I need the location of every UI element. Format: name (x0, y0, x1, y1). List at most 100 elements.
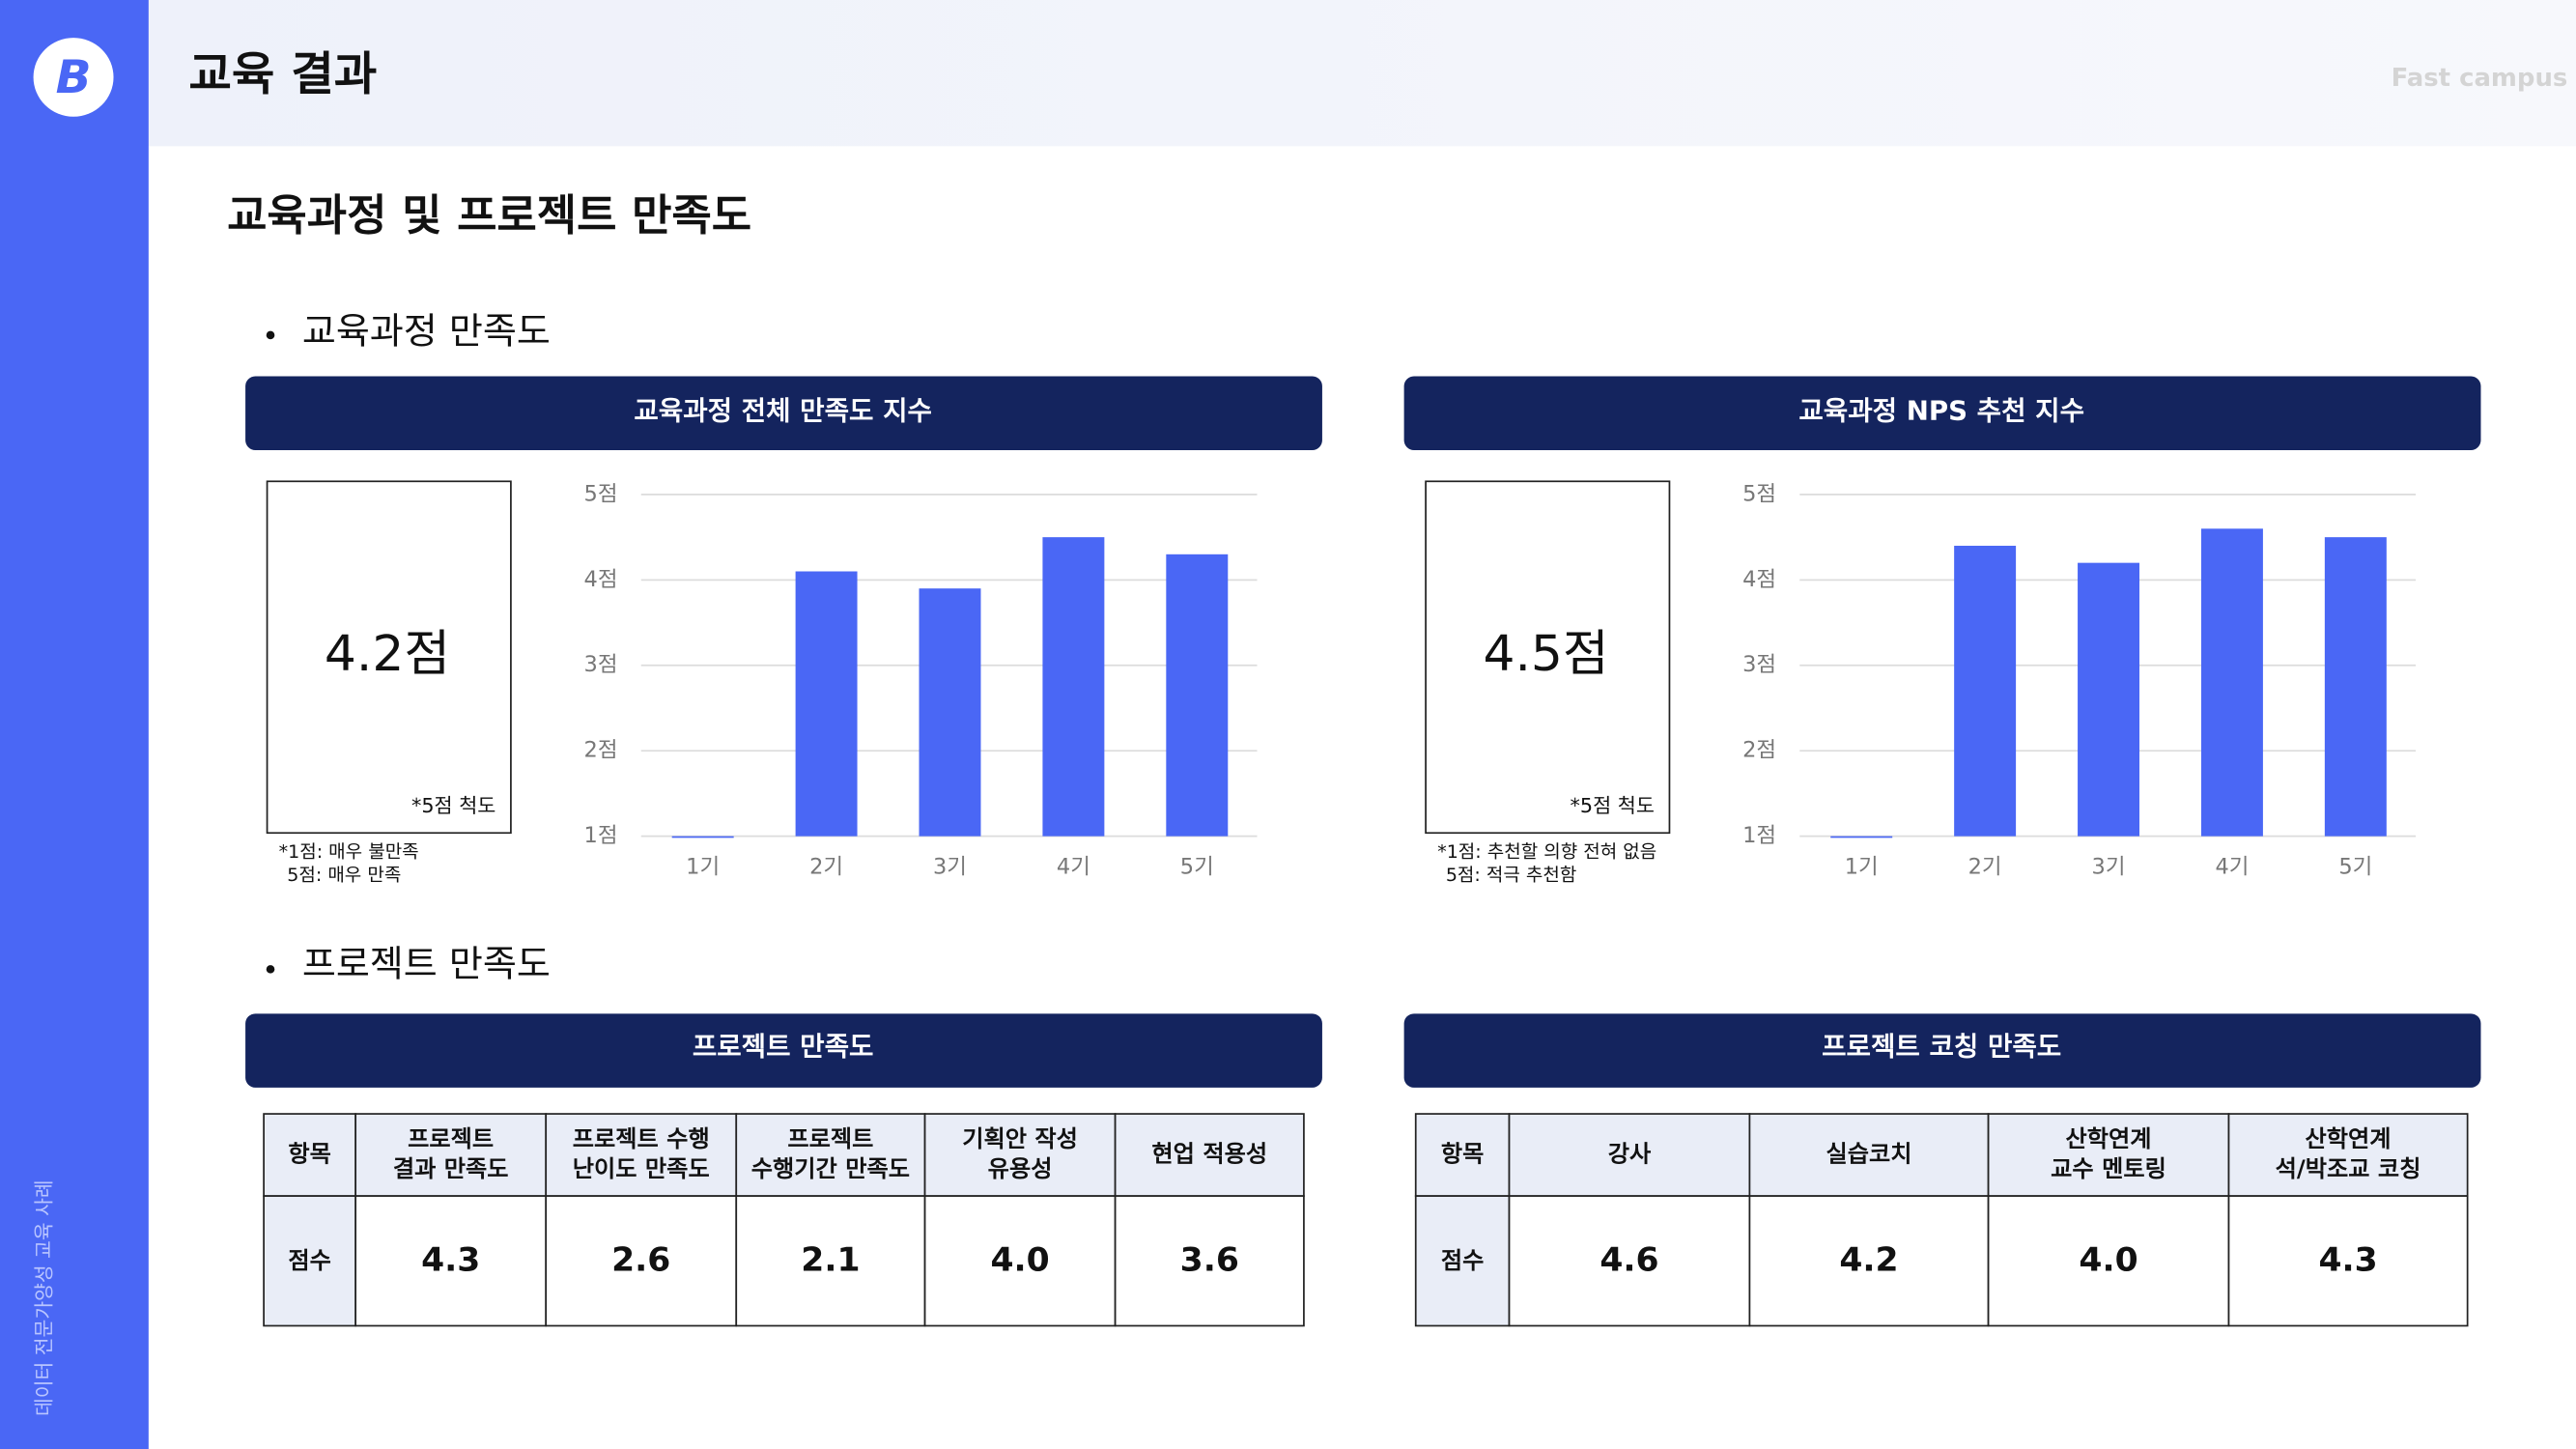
header-text: 프로젝트 (408, 1125, 494, 1152)
cell-value: 4.0 (990, 1241, 1049, 1280)
y-tick-label: 4점 (584, 567, 618, 592)
header-cell (1987, 1113, 2230, 1197)
cell (2227, 1195, 2469, 1327)
x-tick-label: 1기 (686, 855, 720, 880)
x-tick-label: 3기 (2092, 855, 2126, 880)
scale-note: *5점 척도 (1571, 794, 1655, 817)
x-tick-label: 1기 (1845, 855, 1879, 880)
y-tick-label: 3점 (1742, 652, 1776, 677)
header-cell (354, 1113, 548, 1197)
bar (2200, 528, 2263, 837)
header-text: 난이도 만족도 (573, 1155, 710, 1182)
y-tick-label: 5점 (584, 482, 618, 507)
x-tick-label: 4기 (2215, 855, 2249, 880)
y-tick-label: 2점 (1742, 738, 1776, 763)
header-text: 기획안 작성 (962, 1125, 1078, 1152)
cell (1114, 1195, 1305, 1327)
bar (919, 588, 981, 837)
header-text: 실습코치 (1826, 1141, 1911, 1168)
cell-value: 4.2 (1839, 1241, 1898, 1280)
y-tick-label: 4점 (1742, 567, 1776, 592)
bar (795, 571, 858, 837)
score-box (266, 480, 512, 835)
x-tick-label: 4기 (1057, 855, 1090, 880)
bullet-dot (266, 965, 275, 974)
score: 4.5점 (1483, 626, 1608, 684)
cell-value: 2.1 (801, 1241, 860, 1280)
header-text: 산학연계 (2306, 1125, 2392, 1152)
y-tick-label: 1점 (584, 823, 618, 848)
note: *1점: 매우 불만족 (279, 841, 419, 863)
bullet: 프로젝트 만족도 (302, 943, 551, 985)
y-tick-label: 5점 (1742, 482, 1776, 507)
bar (671, 836, 734, 838)
row-label: 점수 (1441, 1247, 1485, 1274)
cell (923, 1195, 1117, 1327)
cell-value: 4.3 (2318, 1241, 2377, 1280)
header-text: 결과 만족도 (393, 1155, 509, 1182)
header-text: 현업 적용성 (1151, 1141, 1267, 1168)
bar (2324, 537, 2387, 837)
note: 5점: 매우 만족 (287, 865, 401, 886)
cell (1508, 1195, 1751, 1327)
bar (1166, 554, 1229, 837)
cell-value: 4.6 (1599, 1241, 1658, 1280)
panel-header (245, 376, 1322, 450)
x-tick-label: 5기 (2338, 855, 2372, 880)
bullet: 교육과정 만족도 (302, 310, 551, 353)
header-text: 교수 멘토링 (2051, 1155, 2166, 1182)
header-cell (1748, 1113, 1990, 1197)
panel-title: 프로젝트 만족도 (693, 1033, 874, 1063)
note: *1점: 추천할 의향 전혀 없음 (1437, 841, 1656, 863)
header-cell (2227, 1113, 2469, 1197)
x-tick-label: 3기 (933, 855, 967, 880)
cell (1414, 1195, 1511, 1327)
bullet-dot (266, 330, 275, 340)
panel-header (1403, 1013, 2481, 1088)
panel-title: 프로젝트 코칭 만족도 (1822, 1033, 2061, 1063)
header-text: 프로젝트 (787, 1125, 873, 1152)
header-text: 석/박조교 코칭 (2276, 1155, 2421, 1182)
header-cell (1414, 1113, 1511, 1197)
cell (735, 1195, 926, 1327)
cell-value: 4.0 (2079, 1241, 2137, 1280)
panel-header (1403, 376, 2481, 450)
panel-title: 교육과정 전체 만족도 지수 (634, 397, 932, 427)
bar (1042, 537, 1105, 837)
cell-value: 4.3 (421, 1241, 480, 1280)
cell (354, 1195, 548, 1327)
cell-value: 3.6 (1180, 1241, 1239, 1280)
y-tick-label: 1점 (1742, 823, 1776, 848)
sidebar (0, 0, 149, 1449)
header-text: 프로젝트 수행 (573, 1125, 710, 1152)
score-box (1425, 480, 1671, 835)
note: 5점: 적극 추천함 (1446, 865, 1577, 886)
scale-note: *5점 척도 (411, 794, 495, 817)
y-tick-label: 3점 (584, 652, 618, 677)
score: 4.2점 (325, 626, 450, 684)
bar (1954, 545, 2017, 837)
header-text: 항목 (288, 1141, 331, 1168)
x-tick-label: 5기 (1180, 855, 1214, 880)
row-label: 점수 (288, 1247, 331, 1274)
bar (1830, 836, 1893, 838)
panel-header (245, 1013, 1322, 1088)
cell-value: 2.6 (611, 1241, 670, 1280)
y-tick-label: 2점 (584, 738, 618, 763)
x-tick-label: 2기 (809, 855, 843, 880)
header-text: 유용성 (988, 1155, 1053, 1182)
x-tick-label: 2기 (1968, 855, 2002, 880)
brand: Fast campus (2392, 64, 2568, 93)
cell (1987, 1195, 2230, 1327)
header-band (148, 0, 2576, 147)
logo-text: B (56, 51, 92, 105)
section-title: 교육과정 및 프로젝트 만족도 (227, 190, 751, 241)
sidebar-text: 데이터 전문가양성 교육 사례 (33, 1179, 56, 1416)
header-text: 산학연계 (2066, 1125, 2152, 1152)
header-cell (735, 1113, 926, 1197)
header-text: 항목 (1441, 1141, 1485, 1168)
header-text: 수행기간 만족도 (751, 1155, 910, 1182)
cell (263, 1195, 357, 1327)
